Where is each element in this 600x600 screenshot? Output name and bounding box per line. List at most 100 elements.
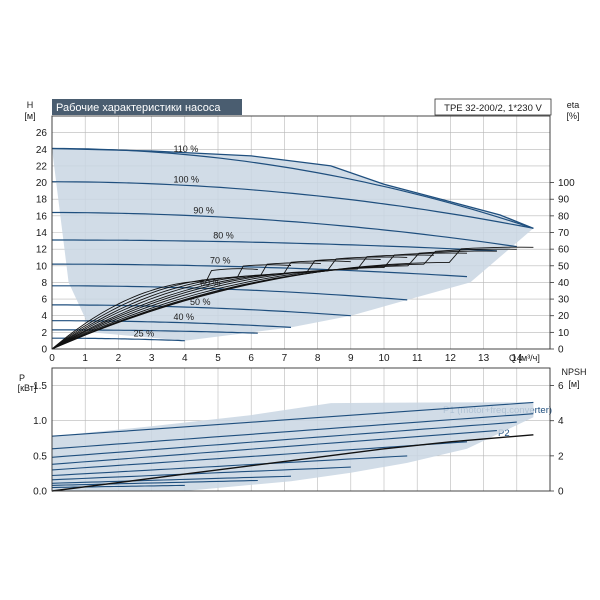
y-tick-label: 18: [36, 195, 48, 206]
efficiency-curve: [51, 258, 381, 350]
y2-tick-label: 80: [558, 211, 570, 222]
x-tick-label: 3: [149, 353, 155, 364]
y-tick-label: 1.0: [33, 416, 47, 427]
y2-tick-label: 4: [558, 416, 564, 427]
y2-tick-label: 20: [558, 311, 570, 322]
head-curve: [51, 181, 534, 229]
chart-title-background: [52, 99, 242, 115]
y-tick-label: 8: [41, 278, 47, 289]
model-label-box: [434, 98, 552, 116]
y2-tick-label: 100: [558, 178, 575, 189]
power-chart: 0.0 0.5 1.0 1.5 0 2 4 6: [33, 367, 564, 498]
y-tick-label: 0.5: [33, 451, 47, 462]
efficiency-curve: [51, 262, 321, 350]
y-tick-label: 12: [36, 245, 48, 256]
power-curve: [51, 479, 258, 486]
x-tick-label: 13: [478, 353, 490, 364]
y2-tick-label: 60: [558, 245, 570, 256]
y2-tick-label: 0: [558, 345, 564, 356]
power-envelope: [52, 402, 534, 491]
speed-label: 110 %: [173, 144, 198, 154]
x-tick-label: 0: [49, 353, 55, 364]
y2-tick-label: 6: [558, 381, 564, 392]
power-curve: [51, 430, 497, 465]
x-axis-title-q: Q [м³/ч]: [509, 353, 540, 363]
model-label: TPE 32-200/2, 1*230 V: [444, 103, 542, 114]
y-axis-title-h: H: [27, 100, 34, 110]
y2-axis-unit-eta: [%]: [566, 111, 579, 121]
head-curve: [52, 304, 351, 317]
x-tick-label: 7: [282, 353, 288, 364]
x-tick-label: 1: [82, 353, 88, 364]
power-curve: [51, 421, 517, 458]
efficiency-curve: [51, 250, 497, 350]
speed-label: 90 %: [193, 206, 214, 216]
head-chart: 0 1 2 3 4 5 6 7 8 9 10 11 12 13 1402468101214161820222…: [36, 115, 575, 364]
head-curve: [52, 211, 517, 248]
y-axis-title-p: P: [19, 373, 25, 383]
y-tick-label: 1.5: [33, 381, 47, 392]
y-tick-label: 20: [36, 178, 48, 189]
y-tick-label: 0.0: [33, 487, 47, 498]
efficiency-curve: [51, 252, 468, 350]
operating-envelope: [52, 148, 534, 341]
y-tick-label: 6: [41, 295, 47, 306]
x-tick-label: 14: [511, 353, 523, 364]
y2-tick-label: 40: [558, 278, 570, 289]
power-curve: [51, 441, 468, 471]
y2-tick-label: 70: [558, 228, 570, 239]
y-tick-label: 4: [41, 311, 47, 322]
max-curve: [51, 147, 534, 229]
power-curve: [51, 484, 185, 489]
speed-label: 40 %: [173, 312, 194, 322]
speed-label: 60 %: [200, 278, 221, 288]
power-curve: [51, 401, 534, 437]
y-tick-label: 26: [36, 128, 48, 139]
y-tick-label: 14: [36, 228, 48, 239]
y-tick-label: 0: [41, 345, 47, 356]
chart-title: Рабочие характеристики насоса: [56, 102, 221, 114]
x-tick-label: 4: [182, 353, 188, 364]
power-curve: [51, 455, 408, 477]
speed-label: 80 %: [213, 231, 234, 241]
y-tick-label: 22: [36, 161, 48, 172]
power-curve: [51, 475, 292, 484]
y-tick-label: 24: [36, 145, 48, 156]
y-axis-unit-p: [кВт]: [18, 383, 37, 393]
head-curve: [52, 320, 292, 328]
efficiency-curve: [51, 256, 408, 350]
x-tick-label: 11: [412, 353, 423, 364]
y2-tick-label: 0: [558, 487, 564, 498]
x-tick-label: 12: [445, 353, 457, 364]
efficiency-curve: [51, 264, 292, 350]
x-tick-label: 8: [315, 353, 321, 364]
head-curve: [52, 147, 534, 229]
y2-axis-unit-npsh: [м]: [568, 379, 579, 389]
x-tick-label: 10: [378, 353, 390, 364]
p2-curve: [51, 434, 534, 492]
plot-frame: [51, 367, 551, 492]
y2-tick-label: 50: [558, 261, 570, 272]
y-tick-label: 16: [36, 211, 48, 222]
efficiency-curve: [51, 260, 351, 350]
y2-tick-label: 30: [558, 295, 570, 306]
speed-label: 70 %: [210, 255, 231, 265]
y2-tick-label: 2: [558, 451, 564, 462]
speed-label: 50 %: [190, 297, 211, 307]
efficiency-curve: [51, 254, 434, 350]
x-tick-label: 5: [215, 353, 221, 364]
head-curve: [52, 239, 497, 252]
plot-frame: [51, 115, 551, 350]
power-curve: [51, 413, 534, 450]
y-tick-label: 10: [36, 261, 48, 272]
y-axis-unit-h: [м]: [24, 111, 35, 121]
series-label-p2: P2: [498, 428, 510, 439]
speed-label: 100 %: [173, 175, 199, 185]
y-tick-label: 2: [41, 328, 47, 339]
x-tick-label: 9: [348, 353, 354, 364]
y2-tick-label: 90: [558, 195, 570, 206]
x-tick-label: 6: [248, 353, 254, 364]
power-curve: [51, 466, 351, 481]
head-curve: [52, 263, 468, 278]
